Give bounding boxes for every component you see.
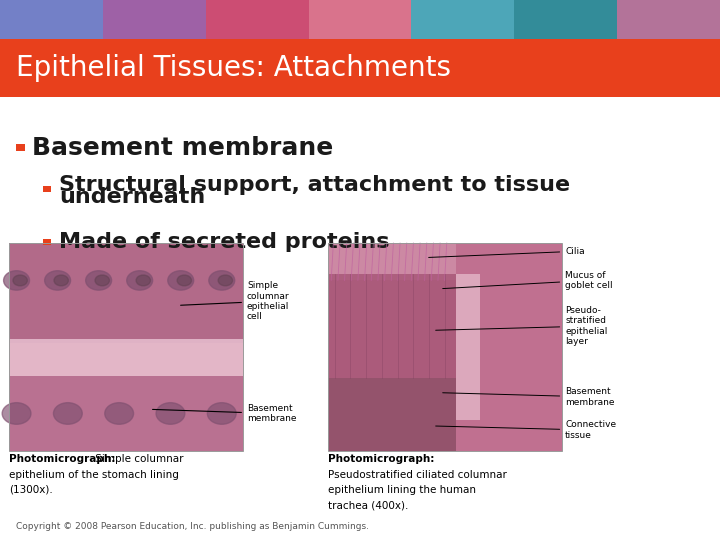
Bar xyxy=(328,274,456,378)
Text: Basement membrane: Basement membrane xyxy=(32,136,333,160)
Bar xyxy=(9,243,243,451)
Circle shape xyxy=(136,275,150,286)
Text: Simple columnar: Simple columnar xyxy=(92,454,184,464)
Circle shape xyxy=(105,403,134,424)
Text: Pseudostratified ciliated columnar: Pseudostratified ciliated columnar xyxy=(328,470,506,480)
Bar xyxy=(617,0,720,39)
Circle shape xyxy=(54,275,68,286)
Bar xyxy=(328,243,456,280)
Circle shape xyxy=(127,271,153,290)
Circle shape xyxy=(45,271,71,290)
Text: Basement
membrane: Basement membrane xyxy=(153,404,297,423)
Text: Basement
membrane: Basement membrane xyxy=(443,387,615,407)
Text: underneath: underneath xyxy=(59,187,205,207)
Text: Structural support, attachment to tissue: Structural support, attachment to tissue xyxy=(59,176,570,195)
Circle shape xyxy=(4,271,30,290)
Text: Connective
tissue: Connective tissue xyxy=(436,421,616,440)
Circle shape xyxy=(218,275,233,286)
Bar xyxy=(328,243,562,451)
Circle shape xyxy=(2,403,31,424)
Text: Mucus of
goblet cell: Mucus of goblet cell xyxy=(443,271,613,290)
Bar xyxy=(514,0,617,39)
Bar xyxy=(328,378,456,451)
Text: (1300x).: (1300x). xyxy=(9,485,53,495)
Text: Epithelial Tissues: Attachments: Epithelial Tissues: Attachments xyxy=(16,54,451,82)
Circle shape xyxy=(177,275,192,286)
Bar xyxy=(411,0,514,39)
Circle shape xyxy=(209,271,235,290)
Bar xyxy=(43,239,51,245)
Bar xyxy=(9,243,243,451)
Text: Copyright © 2008 Pearson Education, Inc. publishing as Benjamin Cummings.: Copyright © 2008 Pearson Education, Inc.… xyxy=(16,522,369,531)
Bar xyxy=(309,0,411,39)
Bar xyxy=(9,376,243,451)
Bar xyxy=(9,339,243,376)
Circle shape xyxy=(156,403,185,424)
Bar xyxy=(456,274,480,420)
Text: epithelium lining the human: epithelium lining the human xyxy=(328,485,476,495)
Text: Photomicrograph:: Photomicrograph: xyxy=(9,454,116,464)
Bar xyxy=(0,0,103,39)
Text: trachea (400x).: trachea (400x). xyxy=(328,500,408,510)
Text: Photomicrograph:: Photomicrograph: xyxy=(328,454,434,464)
Circle shape xyxy=(168,271,194,290)
Bar xyxy=(43,186,51,192)
Bar xyxy=(206,0,309,39)
Text: Made of secreted proteins: Made of secreted proteins xyxy=(59,232,390,252)
Circle shape xyxy=(86,271,112,290)
Bar xyxy=(0,39,720,97)
Circle shape xyxy=(53,403,82,424)
Bar xyxy=(16,144,25,151)
Text: Simple
columnar
epithelial
cell: Simple columnar epithelial cell xyxy=(181,281,289,321)
Circle shape xyxy=(95,275,109,286)
Text: Pseudo-
stratified
epithelial
layer: Pseudo- stratified epithelial layer xyxy=(436,306,608,346)
Circle shape xyxy=(13,275,27,286)
Bar xyxy=(328,243,562,451)
Text: Cilia: Cilia xyxy=(428,247,585,258)
Bar xyxy=(103,0,206,39)
Circle shape xyxy=(207,403,236,424)
Text: epithelium of the stomach lining: epithelium of the stomach lining xyxy=(9,470,179,480)
Bar xyxy=(9,243,243,343)
